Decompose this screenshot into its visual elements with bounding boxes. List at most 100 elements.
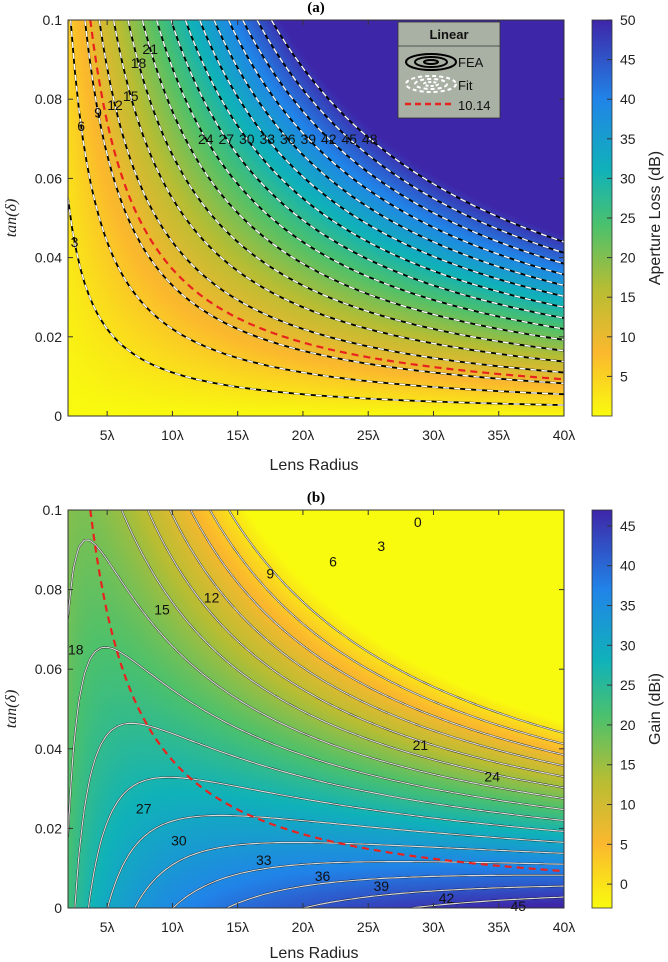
- panel-a-x-axis-label: Lens Radius: [270, 457, 359, 474]
- y-tick-label: 0.06: [35, 661, 62, 677]
- fit-contour-line-a-36: [213, 20, 564, 287]
- contour-label-a-39: 39: [301, 131, 317, 147]
- fit-contour-line-b-30: [107, 814, 564, 908]
- y-tick-label: 0.06: [35, 170, 62, 186]
- contour-label-b-24: 24: [484, 769, 500, 785]
- panel-b-x-axis-label: Lens Radius: [270, 945, 359, 962]
- fit-contour-line-a-39: [227, 20, 564, 276]
- fit-contour-line-b-24: [74, 722, 564, 908]
- colorbar-tick-label: 30: [620, 637, 636, 653]
- y-tick-label: 0: [54, 900, 62, 916]
- legend-fit-label: Fit: [458, 78, 473, 93]
- colorbar-tick-label: 20: [620, 717, 636, 733]
- contour-label-a-18: 18: [131, 55, 147, 71]
- colorbar-tick-label: 35: [620, 131, 636, 147]
- contour-label-a-27: 27: [219, 131, 235, 147]
- panel-a-contours: [68, 20, 564, 406]
- contour-label-a-33: 33: [260, 131, 276, 147]
- panel-a-y-ticks: 0 0.02 0.04 0.06 0.08 0.1: [35, 12, 564, 424]
- fit-contour-line-a-42: [242, 20, 564, 265]
- colorbar-tick-label: 15: [620, 289, 636, 305]
- panel-b-y-ticks: 0 0.02 0.04 0.06 0.08 0.1: [35, 502, 564, 916]
- x-tick-label: 5λ: [100, 919, 115, 935]
- panel-b-heatmap: [68, 510, 564, 908]
- fit-contour-line-b-15: [121, 510, 564, 789]
- contour-label-b-3: 3: [377, 538, 385, 554]
- legend-box: [397, 21, 501, 119]
- contour-label-a-15: 15: [123, 88, 139, 104]
- x-tick-label: 35λ: [487, 427, 510, 443]
- panel-b-title: (b): [307, 490, 325, 506]
- x-tick-label: 25λ: [357, 427, 380, 443]
- panel-b-colorbar: [591, 509, 613, 909]
- panel-a-title: (a): [307, 0, 325, 16]
- contour-label-a-36: 36: [280, 131, 296, 147]
- fit-contour-line-a-3: [68, 198, 564, 406]
- fit-contour-line-a-27: [170, 20, 564, 319]
- y-tick-label: 0.08: [35, 91, 62, 107]
- contour-label-a-9: 9: [94, 104, 102, 120]
- legend-fit-icon: [405, 75, 457, 93]
- panel-a-x-ticks: 5λ 10λ 15λ 20λ 25λ 30λ 35λ 40λ: [100, 20, 576, 443]
- legend-fea-icon: [405, 53, 457, 71]
- colorbar-tick-label: 25: [620, 677, 636, 693]
- y-tick-label: 0.1: [43, 12, 63, 28]
- fit-contour-line-b-9: [169, 510, 564, 767]
- x-tick-label: 20λ: [292, 427, 315, 443]
- panel-b-y-axis-label: tan(δ): [3, 690, 20, 729]
- y-tick-label: 0.08: [35, 582, 62, 598]
- contour-label-b-33: 33: [256, 852, 272, 868]
- fit-contour-line-a-30: [184, 20, 564, 308]
- contour-line-a-24: [155, 20, 564, 330]
- fit-contour-line-b-12: [147, 510, 564, 778]
- x-tick-label: 30λ: [422, 919, 445, 935]
- fit-contour-line-a-33: [199, 20, 564, 297]
- y-tick-label: 0: [54, 408, 62, 424]
- y-tick-label: 0.1: [43, 502, 63, 518]
- x-tick-label: 25λ: [357, 919, 380, 935]
- colorbar-tick-label: 40: [620, 558, 636, 574]
- contour-label-a-30: 30: [239, 131, 255, 147]
- y-tick-label: 0.02: [35, 329, 62, 345]
- fit-contour-line-a-9: [84, 20, 564, 385]
- fit-contour-line-a-48: [270, 20, 564, 243]
- fit-contour-line-a-45: [256, 20, 564, 254]
- contour-label-b-30: 30: [171, 832, 187, 848]
- x-tick-label: 10λ: [161, 427, 184, 443]
- colorbar-tick-label: 40: [620, 91, 636, 107]
- colorbar-tick-label: 30: [620, 170, 636, 186]
- contour-label-b-27: 27: [136, 801, 152, 817]
- legend-optimum-label: 10.14: [458, 98, 491, 113]
- colorbar-tick-label: 45: [620, 518, 636, 534]
- contour-label-b-15: 15: [154, 602, 170, 618]
- fit-contour-line-b-0: [228, 510, 564, 734]
- fit-contour-line-b-36: [172, 861, 564, 908]
- panel-b-colorbar-label: Gain (dBi): [647, 673, 664, 745]
- fit-contour-line-b-3: [209, 510, 564, 745]
- contour-label-b-6: 6: [329, 554, 337, 570]
- contour-label-a-45: 45: [342, 131, 358, 147]
- x-tick-label: 15λ: [226, 427, 249, 443]
- fit-contour-line-b-18: [68, 539, 564, 800]
- x-tick-label: 15λ: [226, 919, 249, 935]
- colorbar-tick-label: 20: [620, 250, 636, 266]
- contour-label-b-18: 18: [68, 641, 84, 657]
- contour-label-b-0: 0: [414, 514, 422, 530]
- colorbar-tick-label: 45: [620, 52, 636, 68]
- x-tick-label: 40λ: [553, 427, 576, 443]
- contour-label-a-6: 6: [77, 118, 85, 134]
- colorbar-tick-label: 0: [620, 876, 628, 892]
- contour-label-a-21: 21: [142, 41, 158, 57]
- fit-contour-line-a-18: [127, 20, 564, 352]
- colorbar-tick-label: 10: [620, 797, 636, 813]
- x-tick-label: 5λ: [100, 427, 115, 443]
- contour-label-b-36: 36: [315, 868, 331, 884]
- colorbar-tick-label: 25: [620, 210, 636, 226]
- contour-label-b-39: 39: [374, 878, 390, 894]
- y-tick-label: 0.04: [35, 741, 62, 757]
- contour-label-a-24: 24: [198, 131, 214, 147]
- panel-b-axes-box: [67, 509, 565, 909]
